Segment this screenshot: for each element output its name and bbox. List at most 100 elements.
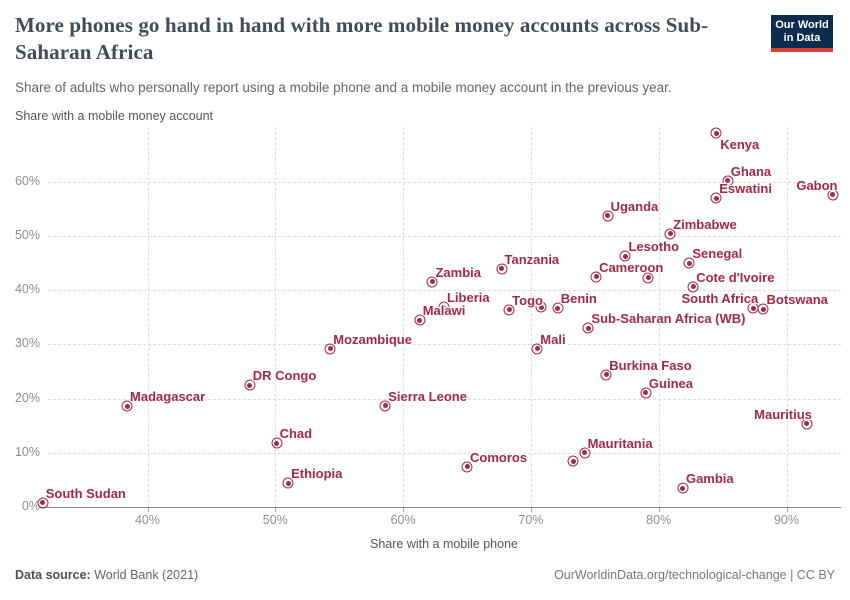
data-point-ethiopia[interactable] bbox=[282, 477, 294, 489]
country-label[interactable]: South Sudan bbox=[45, 485, 126, 501]
country-label[interactable]: Sub-Saharan Africa (WB) bbox=[591, 311, 746, 327]
data-point-lesotho[interactable] bbox=[619, 250, 631, 262]
y-tick-label: 0% bbox=[21, 499, 40, 513]
country-label[interactable]: Togo bbox=[512, 292, 543, 308]
data-point[interactable] bbox=[567, 455, 579, 467]
page-title: More phones go hand in hand with more mo… bbox=[15, 13, 709, 64]
data-point-gambia[interactable] bbox=[677, 482, 689, 494]
data-point-mozambique[interactable] bbox=[324, 343, 336, 355]
data-point-malawi[interactable] bbox=[414, 314, 426, 326]
data-point[interactable] bbox=[535, 301, 547, 313]
gridline-x-90 bbox=[786, 127, 788, 507]
data-point[interactable] bbox=[642, 272, 654, 284]
country-label[interactable]: Comoros bbox=[470, 449, 528, 465]
owid-logo: Our World in Data bbox=[771, 15, 833, 52]
x-tick-label: 80% bbox=[646, 513, 672, 527]
country-label[interactable]: Malawi bbox=[422, 303, 466, 318]
country-label[interactable]: Zimbabwe bbox=[673, 216, 737, 232]
x-tick-label: 60% bbox=[390, 513, 416, 527]
x-axis-line bbox=[40, 507, 841, 508]
country-label[interactable]: Lesotho bbox=[628, 239, 680, 255]
data-point-kenya[interactable] bbox=[710, 127, 722, 139]
country-label[interactable]: Liberia bbox=[446, 290, 490, 305]
y-tick-label: 50% bbox=[14, 228, 40, 242]
country-label[interactable]: Burkina Faso bbox=[609, 357, 692, 373]
country-label[interactable]: Mozambique bbox=[333, 331, 412, 347]
data-point-mauritania[interactable] bbox=[579, 447, 591, 459]
data-point-dr-congo[interactable] bbox=[244, 379, 256, 391]
y-tick-label: 20% bbox=[14, 390, 40, 405]
country-label[interactable]: Mauritania bbox=[587, 435, 653, 451]
y-tick-label: 60% bbox=[14, 173, 40, 188]
country-label[interactable]: Guinea bbox=[648, 375, 693, 391]
gridline-y-20 bbox=[48, 398, 841, 400]
x-tick-mark bbox=[147, 508, 149, 512]
country-label[interactable]: Ghana bbox=[730, 163, 772, 179]
page-subtitle: Share of adults who personally report us… bbox=[15, 80, 672, 95]
data-point-ghana[interactable] bbox=[722, 175, 734, 187]
gridline-y-40 bbox=[48, 290, 841, 292]
data-source-value: World Bank (2021) bbox=[90, 568, 199, 582]
country-label[interactable]: Kenya bbox=[720, 137, 760, 153]
x-tick-label: 70% bbox=[518, 513, 544, 527]
country-label[interactable]: Sierra Leone bbox=[388, 388, 467, 404]
gridline-y-10 bbox=[48, 452, 841, 454]
data-point-zimbabwe[interactable] bbox=[664, 228, 676, 240]
data-point-benin[interactable] bbox=[552, 302, 564, 314]
data-point-comoros[interactable] bbox=[461, 461, 473, 473]
footer: Data source: World Bank (2021) OurWorldi… bbox=[15, 568, 835, 582]
data-point-south-sudan[interactable] bbox=[37, 497, 49, 509]
data-point-mali[interactable] bbox=[531, 343, 543, 355]
data-point-cote-d-ivoire[interactable] bbox=[687, 281, 699, 293]
country-label[interactable]: Eswatini bbox=[719, 181, 772, 197]
gridline-y-60 bbox=[48, 181, 841, 183]
country-label[interactable]: Gabon bbox=[796, 177, 838, 193]
data-point-sub-saharan-africa-wb-[interactable] bbox=[582, 322, 594, 334]
country-label[interactable]: Botswana bbox=[766, 292, 828, 308]
y-tick-label: 10% bbox=[14, 444, 40, 459]
x-tick-mark bbox=[403, 508, 405, 512]
data-point-tanzania[interactable] bbox=[496, 263, 507, 275]
data-point-burkina-faso[interactable] bbox=[600, 369, 612, 381]
data-point-gabon[interactable] bbox=[827, 189, 838, 201]
country-label[interactable]: Chad bbox=[279, 426, 313, 442]
country-label[interactable]: Ethiopia bbox=[291, 466, 343, 482]
data-source: Data source: World Bank (2021) bbox=[15, 568, 198, 582]
gridline-x-80 bbox=[658, 127, 660, 507]
country-label[interactable]: Madagascar bbox=[130, 389, 206, 405]
gridline-x-50 bbox=[275, 127, 277, 507]
data-point-liberia[interactable] bbox=[438, 301, 450, 313]
x-axis-title: Share with a mobile phone bbox=[369, 537, 518, 551]
data-point-guinea[interactable] bbox=[640, 387, 652, 399]
credit-link[interactable]: OurWorldinData.org/technological-change … bbox=[554, 568, 835, 582]
data-point-chad[interactable] bbox=[271, 437, 283, 449]
country-label[interactable]: South Africa bbox=[681, 291, 759, 307]
y-tick-label: 30% bbox=[14, 336, 40, 351]
data-point-cameroon[interactable] bbox=[590, 271, 602, 283]
data-point-eswatini[interactable] bbox=[710, 192, 722, 204]
country-label[interactable]: Mauritius bbox=[754, 406, 812, 422]
x-tick-mark bbox=[530, 508, 532, 512]
country-label[interactable]: Mali bbox=[540, 331, 566, 347]
data-point-senegal[interactable] bbox=[683, 257, 695, 269]
country-label[interactable]: Tanzania bbox=[504, 251, 560, 267]
country-label[interactable]: Cameroon bbox=[599, 259, 664, 275]
country-label[interactable]: Cote d'Ivoire bbox=[696, 269, 775, 285]
gridline-x-40 bbox=[147, 127, 149, 507]
data-point-madagascar[interactable] bbox=[121, 400, 133, 412]
country-label[interactable]: Zambia bbox=[435, 264, 481, 280]
country-label[interactable]: Gambia bbox=[685, 471, 734, 487]
country-label[interactable]: Senegal bbox=[692, 246, 743, 262]
data-point-botswana[interactable] bbox=[757, 303, 769, 315]
country-label[interactable]: Uganda bbox=[610, 198, 659, 214]
data-point-mauritius[interactable] bbox=[801, 418, 813, 430]
data-point-togo[interactable] bbox=[503, 304, 515, 316]
country-label[interactable]: DR Congo bbox=[252, 368, 317, 384]
data-point-uganda[interactable] bbox=[602, 210, 614, 222]
x-tick-mark bbox=[658, 508, 660, 512]
country-label[interactable]: Benin bbox=[560, 291, 597, 307]
data-point-sierra-leone[interactable] bbox=[379, 400, 391, 412]
x-tick-label: 50% bbox=[262, 513, 288, 527]
data-point-zambia[interactable] bbox=[426, 276, 438, 288]
